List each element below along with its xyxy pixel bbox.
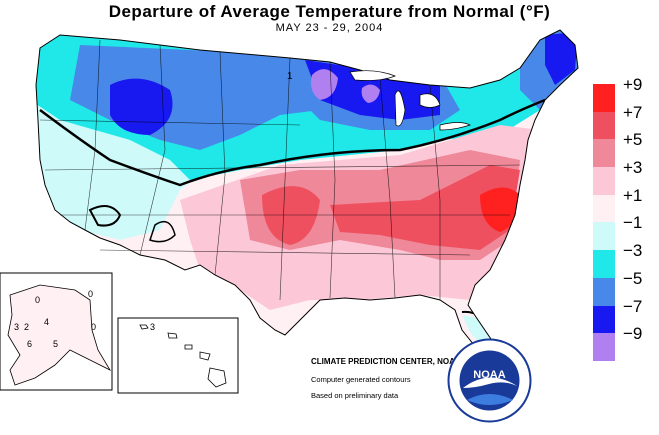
credit-line-2: Based on preliminary data [311, 391, 399, 400]
legend-label: +9 [623, 75, 643, 94]
ak-label-3: 3 [14, 322, 19, 332]
legend-swatch [593, 167, 615, 195]
legend-row: +9 [593, 75, 659, 112]
legend-label: −9 [623, 324, 643, 344]
legend-row: +5 [593, 130, 659, 168]
noaa-logo-text: NOAA [473, 369, 505, 381]
legend-swatch [593, 139, 615, 168]
legend-label: −3 [623, 241, 643, 261]
region-warm-texas [262, 186, 320, 245]
legend-row: −5 [593, 269, 659, 306]
region-purple-michigan [361, 84, 380, 103]
legend-swatch [593, 111, 615, 140]
legend-swatch [593, 84, 615, 112]
legend-swatch [593, 277, 615, 306]
great-lakes [349, 70, 471, 131]
legend-swatch [593, 333, 615, 361]
map-subtitle: MAY 23 - 29, 2004 [275, 22, 384, 34]
ak-label-0b: 0 [88, 289, 93, 299]
legend-label: −7 [623, 296, 643, 316]
legend-row: −9 [593, 324, 659, 361]
legend-label: +3 [623, 158, 643, 178]
ak-label-0c: 0 [91, 322, 96, 332]
legend-swatch [593, 222, 615, 251]
region-hot-carolina [480, 187, 520, 232]
credit-line-1: Computer generated contours [311, 375, 411, 384]
legend-row: −7 [593, 297, 659, 334]
ak-label-4: 4 [44, 317, 49, 327]
legend-label: −5 [623, 268, 643, 288]
hi-label-3: 3 [150, 322, 155, 332]
legend-swatch [593, 194, 615, 223]
legend-label: +5 [623, 130, 643, 150]
legend-row: −1 [593, 213, 659, 251]
ak-label-6: 6 [27, 339, 32, 349]
state-borders [39, 39, 521, 301]
legend: +9 +7 +5 +3 +1 −1 −3 −5 −7 −9 [593, 75, 659, 361]
legend-label: +1 [623, 185, 643, 205]
ak-label-5: 5 [53, 339, 58, 349]
region-warm-southeast [330, 165, 520, 250]
legend-label: +7 [623, 102, 643, 122]
region-darkblue-maine [545, 32, 578, 85]
contour-line-zero [39, 98, 546, 187]
credit-center: CLIMATE PREDICTION CENTER, NOAA [311, 357, 461, 366]
ak-label-2: 2 [24, 322, 29, 332]
hawaii-inset-frame [117, 317, 239, 394]
map-title: Departure of Average Temperature from No… [108, 2, 551, 21]
noaa-logo: NOAA [447, 338, 532, 423]
michigan-contour-label: 1 [287, 71, 293, 82]
alaska-inset: 0 2 3 4 5 6 0 0 [0, 272, 113, 391]
hawaii-inset: 3 [117, 317, 239, 394]
contour-line-minor-2 [149, 220, 176, 243]
legend-row: +1 [593, 186, 659, 223]
legend-row: +7 [593, 103, 659, 140]
legend-row: +3 [593, 158, 659, 195]
region-darkblue-montana [110, 78, 173, 135]
alaska-outline [7, 284, 112, 386]
legend-swatch [593, 305, 615, 334]
ak-label-0: 0 [35, 295, 40, 305]
legend-label: −1 [623, 213, 643, 233]
legend-row: −3 [593, 241, 659, 278]
legend-swatch [593, 250, 615, 278]
